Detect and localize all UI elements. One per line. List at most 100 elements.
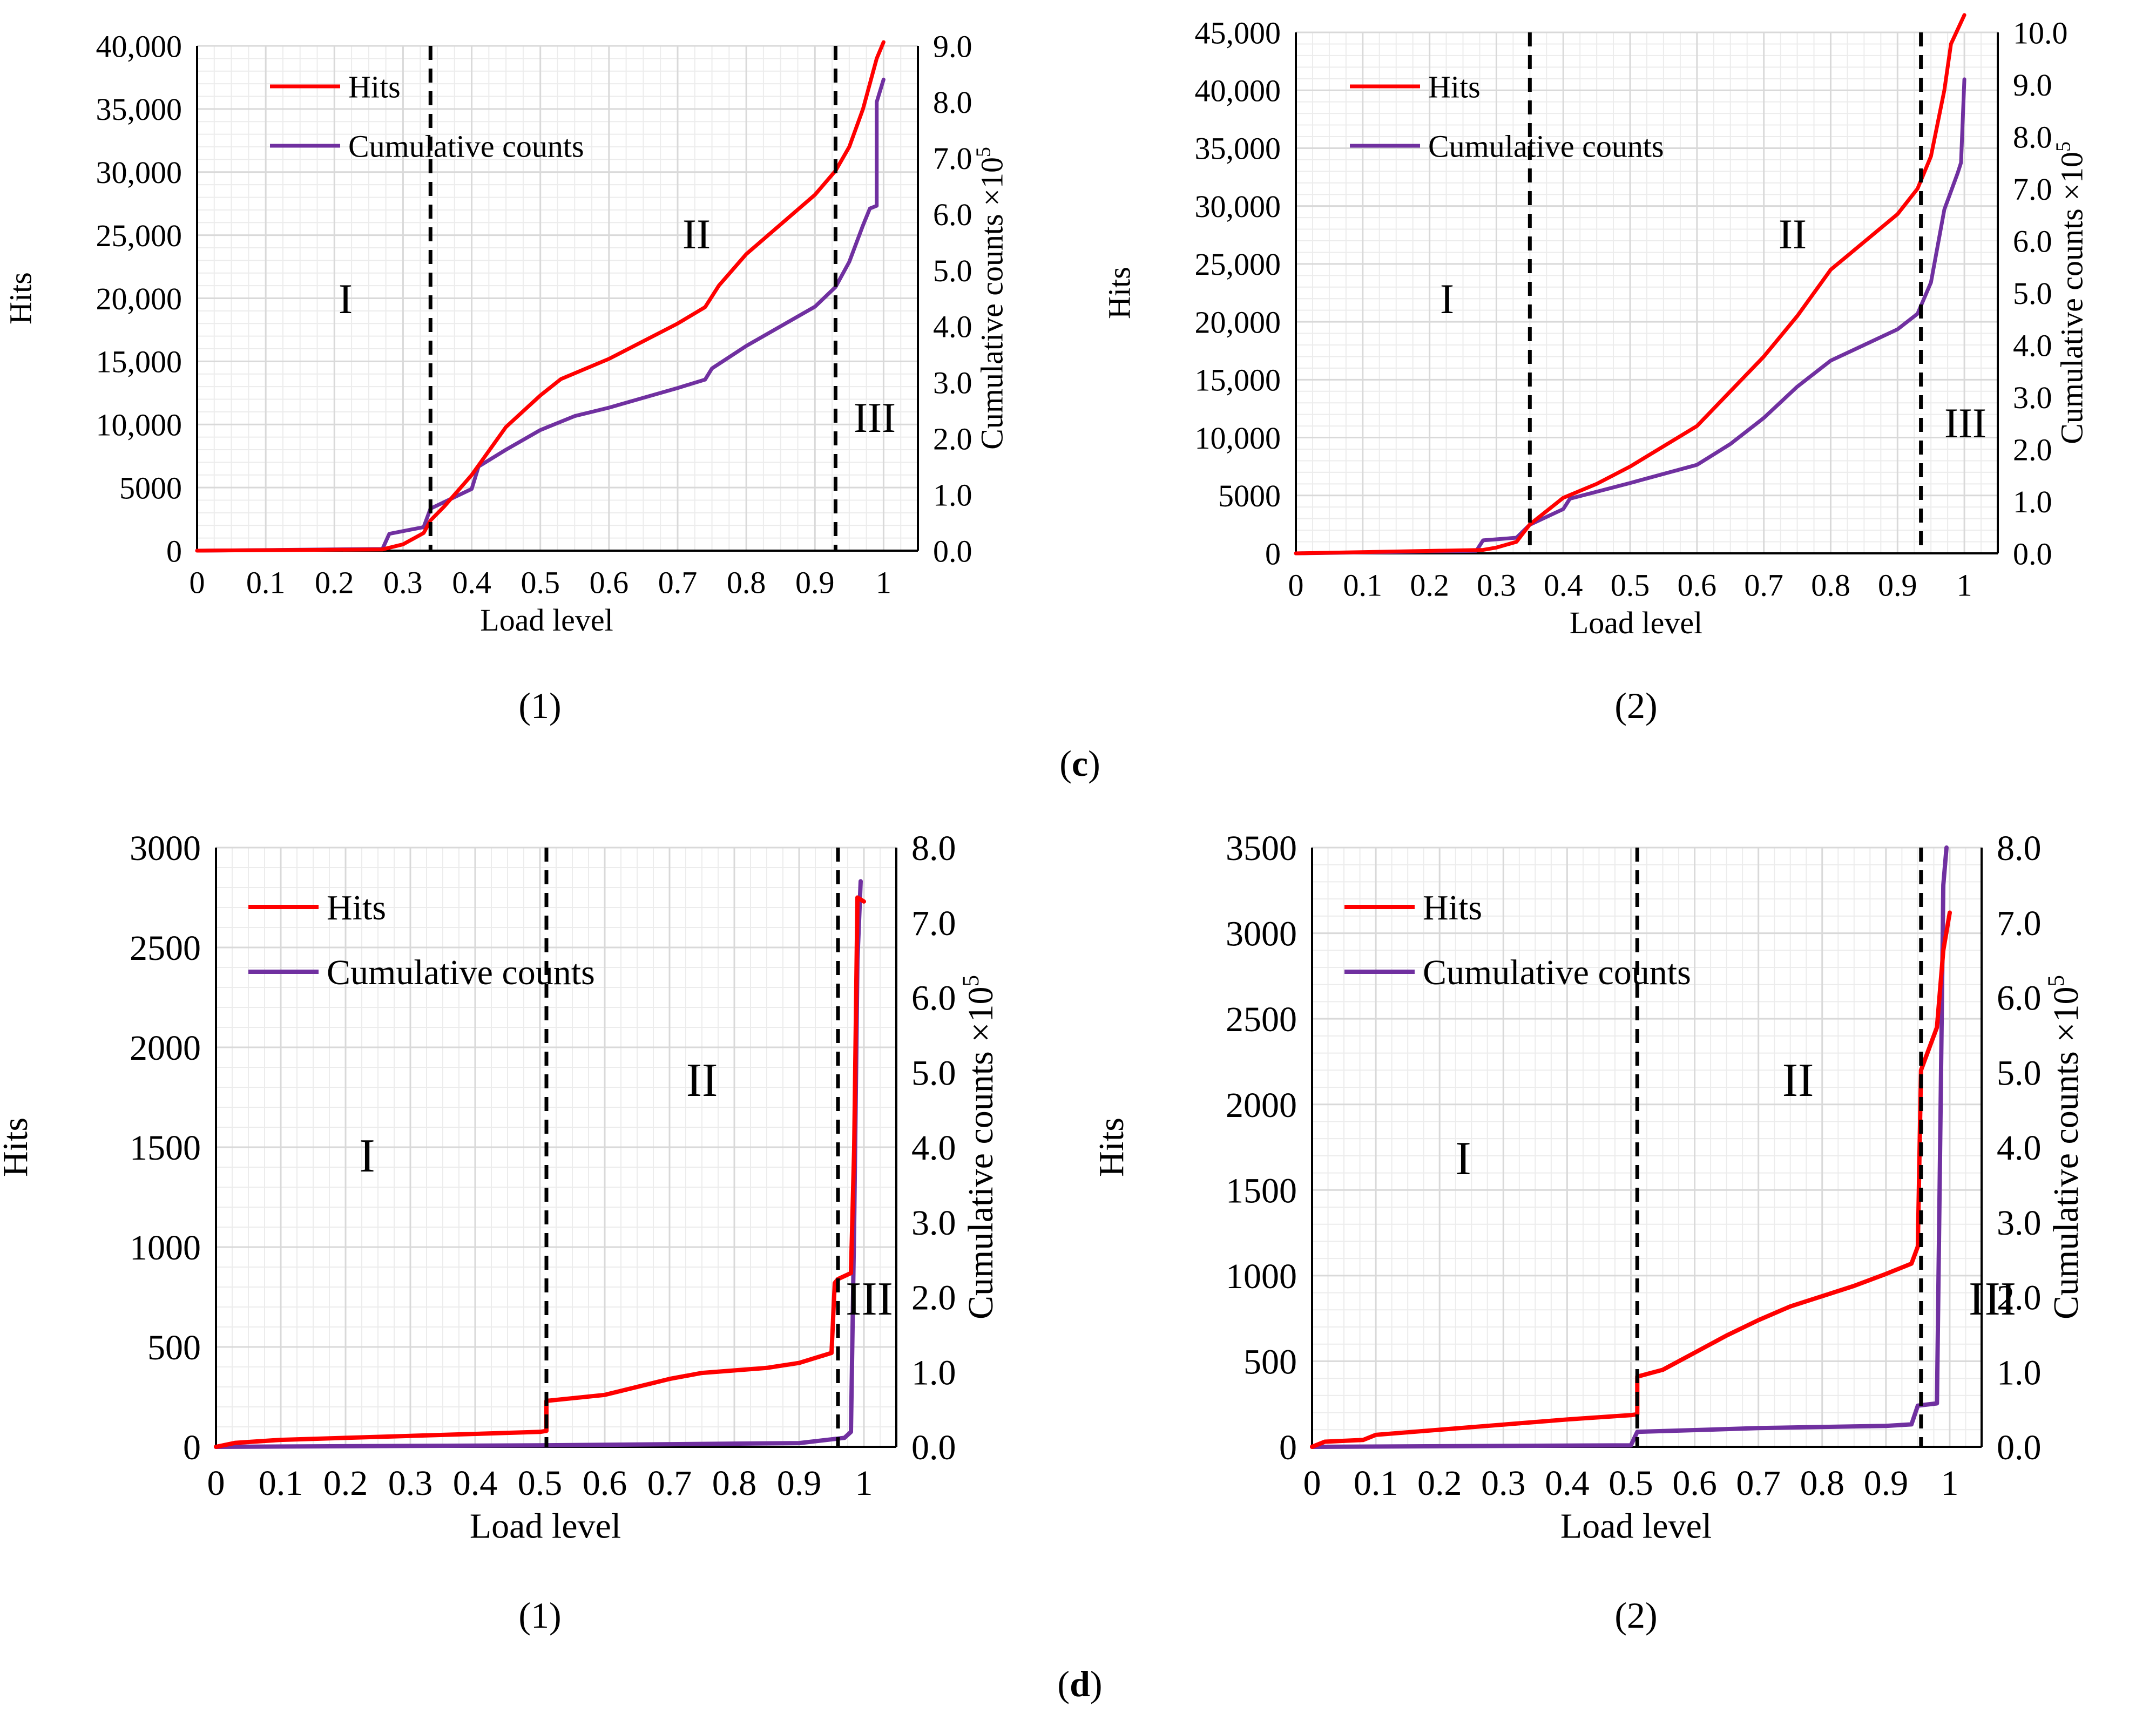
y-left-tick-label: 1500 (130, 1128, 201, 1168)
y-left-tick-label: 3000 (130, 829, 201, 868)
x-tick-label: 0.6 (1678, 567, 1717, 602)
y-axis-right-title-exponent: 5 (972, 147, 995, 157)
y-right-tick-label: 2.0 (2013, 432, 2052, 467)
subfigure-caption: (1) (518, 1595, 561, 1636)
y-right-tick-label: 2.0 (933, 422, 972, 457)
y-left-tick-label: 15,000 (96, 344, 183, 380)
x-tick-label: 0.4 (452, 565, 491, 600)
legend-label-cumulative: Cumulative counts (1428, 128, 1664, 164)
y-right-tick-label: 9.0 (2013, 67, 2052, 103)
y-right-tick-label: 2.0 (1997, 1278, 2042, 1318)
y-right-tick-label: 7.0 (933, 141, 972, 176)
y-right-tick-label: 4.0 (2013, 328, 2052, 363)
y-right-tick-label: 0.0 (2013, 536, 2052, 571)
series-line-hits (195, 40, 886, 553)
y-left-tick-label: 500 (147, 1328, 201, 1367)
y-left-tick-label: 45,000 (1195, 15, 1281, 50)
x-tick-label: 0.9 (1878, 567, 1917, 602)
y-axis-right-title: Cumulative counts ×105 (972, 147, 1009, 450)
y-right-tick-label: 1.0 (911, 1353, 956, 1392)
x-tick-label: 0.7 (1744, 567, 1783, 602)
x-axis-title: Load level (1560, 1506, 1712, 1546)
y-left-tick-label: 20,000 (96, 281, 183, 316)
y-right-tick-label: 8.0 (2013, 119, 2052, 154)
y-right-tick-label: 8.0 (911, 829, 956, 868)
y-axis-left-title: Hits (1102, 267, 1137, 319)
y-axis-right-title-text: Cumulative counts ×10 (2046, 986, 2086, 1319)
y-left-tick-label: 2000 (1226, 1086, 1297, 1125)
y-right-tick-label: 7.0 (1997, 904, 2042, 943)
x-tick-label: 1 (876, 565, 891, 600)
y-left-tick-label: 35,000 (1195, 131, 1281, 166)
y-right-tick-label: 5.0 (1997, 1053, 2042, 1093)
legend-label-cumulative: Cumulative counts (348, 128, 584, 164)
x-tick-label: 0.6 (1672, 1464, 1717, 1503)
stage-label: I (339, 275, 353, 322)
y-right-tick-label: 5.0 (911, 1053, 956, 1093)
x-tick-label: 0.3 (1477, 567, 1516, 602)
y-left-tick-label: 10,000 (1195, 421, 1281, 456)
y-left-tick-label: 40,000 (96, 29, 183, 64)
legend-label-hits: Hits (327, 888, 386, 927)
stage-label: II (1782, 1054, 1814, 1107)
y-right-tick-label: 2.0 (911, 1278, 956, 1318)
y-axis-right-title-exponent: 5 (2044, 975, 2069, 986)
y-left-tick-label: 2500 (1226, 1000, 1297, 1039)
y-left-tick-label: 1000 (130, 1228, 201, 1268)
y-axis-right-title: Cumulative counts ×105 (958, 975, 1001, 1319)
y-right-tick-label: 1.0 (1997, 1353, 2042, 1392)
stage-label: III (854, 394, 896, 441)
x-tick-label: 0 (1288, 567, 1304, 602)
stage-label: I (1440, 275, 1454, 322)
legend-label-hits: Hits (348, 69, 401, 104)
x-tick-label: 0.2 (323, 1464, 368, 1503)
series-line-hits (214, 895, 866, 1449)
stage-label: III (846, 1273, 893, 1325)
y-left-tick-label: 0 (183, 1428, 201, 1467)
group-label-d: (d) (1057, 1663, 1103, 1704)
y-left-tick-label: 1500 (1226, 1171, 1297, 1210)
y-right-tick-label: 0.0 (1997, 1428, 2042, 1467)
y-left-tick-label: 15,000 (1195, 363, 1281, 398)
stage-label: I (359, 1130, 375, 1182)
x-tick-label: 1 (1957, 567, 1972, 602)
y-axis-right-title-exponent: 5 (2052, 141, 2074, 152)
y-left-tick-label: 5000 (119, 470, 182, 505)
series-line-cumulative (1310, 845, 1949, 1449)
y-left-tick-label: 20,000 (1195, 304, 1281, 340)
y-right-tick-label: 8.0 (933, 85, 972, 120)
y-right-tick-label: 6.0 (2013, 224, 2052, 259)
x-tick-label: 0.6 (590, 565, 629, 600)
stage-label: III (1944, 399, 1986, 446)
y-axis-right-title-exponent: 5 (958, 975, 984, 986)
x-axis-title: Load level (1570, 605, 1702, 640)
y-right-tick-label: 6.0 (933, 197, 972, 232)
legend-label-hits: Hits (1428, 69, 1481, 104)
stage-label: II (1779, 211, 1807, 258)
x-tick-label: 0.2 (1410, 567, 1449, 602)
x-tick-label: 0.2 (1417, 1464, 1462, 1503)
legend-label-hits: Hits (1423, 888, 1482, 927)
x-tick-label: 0.9 (1864, 1464, 1909, 1503)
x-axis-title: Load level (470, 1506, 621, 1546)
x-axis-title: Load level (480, 602, 613, 638)
legend-label-cumulative: Cumulative counts (327, 953, 595, 992)
x-tick-label: 0.4 (453, 1464, 498, 1503)
x-tick-label: 0.5 (1608, 1464, 1653, 1503)
x-tick-label: 1 (1941, 1464, 1958, 1503)
y-left-tick-label: 40,000 (1195, 73, 1281, 109)
x-tick-label: 0.5 (518, 1464, 563, 1503)
x-tick-label: 0 (1303, 1464, 1321, 1503)
y-right-tick-label: 3.0 (1997, 1203, 2042, 1243)
y-left-tick-label: 1000 (1226, 1257, 1297, 1296)
y-axis-right-title-text: Cumulative counts ×10 (975, 157, 1010, 450)
x-tick-label: 0.8 (712, 1464, 757, 1503)
y-right-tick-label: 8.0 (1997, 829, 2042, 868)
series-line-hits (1294, 13, 1966, 556)
x-tick-label: 0.3 (1481, 1464, 1526, 1503)
y-axis-right-title-text: Cumulative counts ×10 (2054, 152, 2090, 444)
subfigure-caption: (1) (518, 685, 561, 726)
y-right-tick-label: 7.0 (911, 904, 956, 943)
y-axis-right-title: Cumulative counts ×105 (2044, 975, 2086, 1319)
